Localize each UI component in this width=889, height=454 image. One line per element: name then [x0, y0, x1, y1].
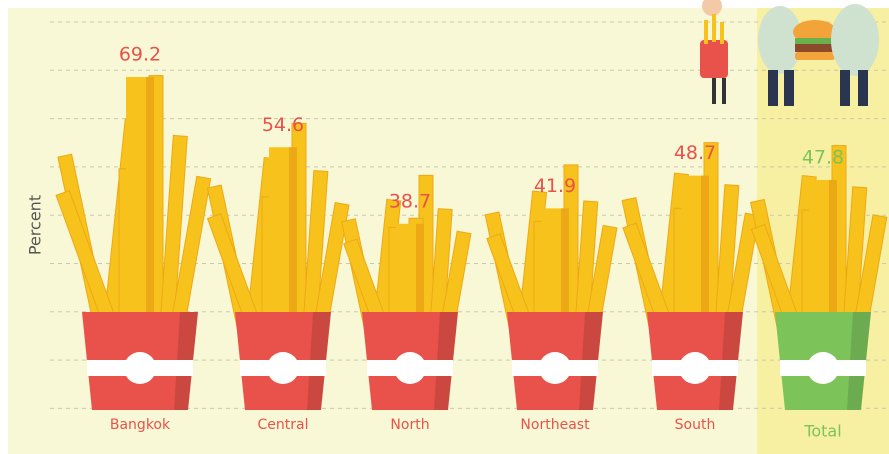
x-tick-label: North — [390, 417, 429, 433]
fry-shade — [289, 147, 297, 410]
box-logo — [267, 352, 299, 384]
fry-shade — [146, 77, 154, 410]
value-label: 54.6 — [262, 114, 304, 136]
value-label: 69.2 — [119, 44, 161, 66]
box-logo — [394, 352, 426, 384]
value-label: 47.8 — [802, 146, 844, 168]
fry-shade — [561, 208, 569, 410]
x-tick-label: South — [675, 417, 716, 433]
value-label: 38.7 — [389, 190, 431, 212]
illustration — [700, 0, 879, 106]
box-logo — [124, 352, 156, 384]
box-logo — [539, 352, 571, 384]
x-tick-label: Bangkok — [110, 417, 171, 433]
box-logo — [807, 352, 839, 384]
x-tick-label: Central — [258, 417, 309, 433]
box-logo — [679, 352, 711, 384]
y-axis-label: Percent — [26, 195, 45, 255]
x-tick-label: Northeast — [520, 417, 590, 433]
value-label: 41.9 — [534, 175, 576, 197]
fry-shade — [701, 175, 709, 410]
value-label: 48.7 — [674, 142, 716, 164]
fry-shade — [829, 179, 837, 410]
x-tick-label: Total — [803, 422, 841, 441]
